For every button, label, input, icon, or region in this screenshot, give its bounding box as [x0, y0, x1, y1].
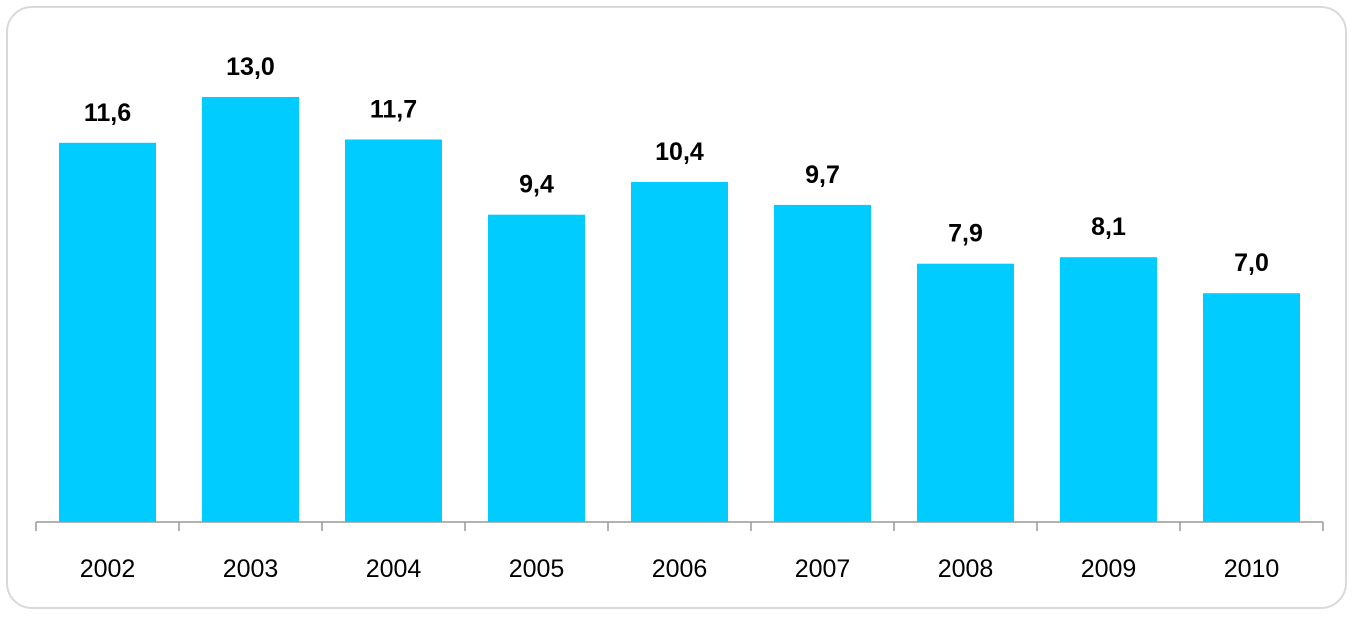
bar-2004	[345, 139, 442, 522]
x-tick-label-2007: 2007	[795, 555, 851, 583]
x-tick-label-2003: 2003	[223, 555, 279, 583]
value-label-2010: 7,0	[1234, 249, 1269, 277]
bar-2010	[1203, 293, 1300, 522]
bar-2007	[774, 204, 871, 522]
bar-2008	[917, 263, 1014, 522]
value-label-2008: 7,9	[948, 220, 983, 248]
value-label-2003: 13,0	[226, 53, 275, 81]
value-label-2007: 9,7	[805, 161, 840, 189]
x-tick-label-2004: 2004	[366, 555, 422, 583]
value-label-2009: 8,1	[1091, 213, 1126, 241]
bar-2006	[631, 182, 728, 522]
bar-2005	[488, 214, 585, 522]
bars-group	[59, 97, 1300, 523]
x-axis	[35, 521, 1324, 531]
x-tick-labels-group: 2002 2003 2004 2005 2006 2007 2008 2009 2010	[80, 555, 1280, 583]
x-tick-label-2009: 2009	[1081, 555, 1137, 583]
x-tick-label-2008: 2008	[938, 555, 994, 583]
bar-2009	[1060, 257, 1157, 522]
bar-2002	[59, 142, 156, 523]
x-tick-label-2005: 2005	[509, 555, 565, 583]
value-label-2006: 10,4	[655, 138, 704, 166]
x-tick-label-2006: 2006	[652, 555, 708, 583]
value-labels-group: 11,6 13,0 11,7 9,4 10,4 9,7 7,9 8,1 7,0	[84, 53, 1269, 277]
value-label-2002: 11,6	[84, 99, 131, 127]
value-label-2004: 11,7	[370, 96, 417, 124]
x-tick-label-2002: 2002	[80, 555, 136, 583]
bar-2003	[202, 97, 299, 522]
x-tick-label-2010: 2010	[1224, 555, 1280, 583]
value-label-2005: 9,4	[519, 171, 554, 199]
